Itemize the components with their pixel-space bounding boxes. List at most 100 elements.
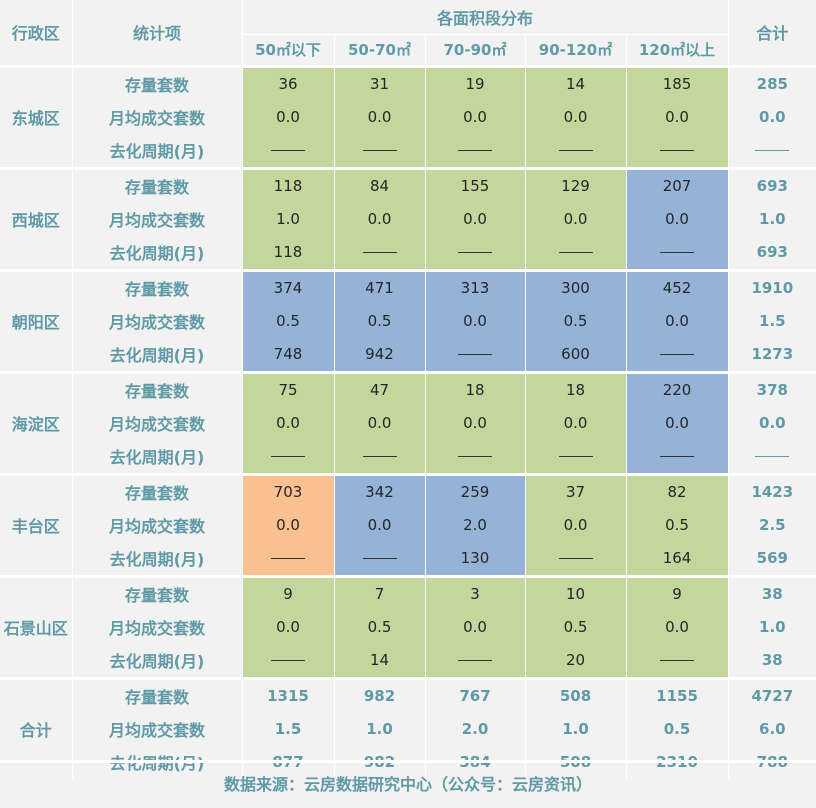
row-total-cell: 38 bbox=[728, 643, 816, 678]
empty-dash bbox=[362, 252, 397, 253]
value-cell: 0.0 bbox=[334, 406, 426, 440]
empty-dash bbox=[458, 456, 492, 457]
value-cell bbox=[626, 643, 729, 678]
value-cell: 19 bbox=[425, 64, 526, 101]
district-name: 西城区 bbox=[0, 166, 73, 270]
value-cell: 31 bbox=[334, 64, 426, 101]
row-label: 月均成交套数 bbox=[72, 610, 243, 644]
value-cell: 767 bbox=[425, 676, 526, 713]
district-name: 海淀区 bbox=[0, 370, 73, 474]
value-cell bbox=[425, 439, 526, 474]
value-cell: 18 bbox=[525, 370, 627, 407]
value-cell: 0.0 bbox=[525, 202, 627, 236]
value-cell bbox=[525, 541, 627, 576]
empty-dash bbox=[271, 558, 305, 559]
row-label: 月均成交套数 bbox=[72, 202, 243, 236]
value-cell: 1.0 bbox=[334, 712, 426, 746]
value-cell: 82 bbox=[626, 472, 729, 509]
value-cell: 0.0 bbox=[425, 100, 526, 134]
table-row: 去化周期(月) 130 164 569 bbox=[0, 541, 816, 576]
value-cell: 0.0 bbox=[242, 100, 335, 134]
row-total-cell: 693 bbox=[728, 235, 816, 270]
header-item: 统计项 bbox=[72, 0, 243, 66]
table-row: 月均成交套数 0.0 0.0 2.0 0.0 0.5 2.5 bbox=[0, 508, 816, 542]
value-cell: 0.0 bbox=[242, 610, 335, 644]
empty-dash bbox=[458, 354, 492, 355]
row-total-cell bbox=[728, 133, 816, 168]
header-area: 50㎡以下 bbox=[242, 34, 335, 66]
empty-dash bbox=[660, 150, 695, 151]
row-total-cell: 0.0 bbox=[728, 406, 816, 440]
value-cell bbox=[334, 541, 426, 576]
value-cell: 0.5 bbox=[242, 304, 335, 338]
value-cell: 0.0 bbox=[334, 508, 426, 542]
empty-dash bbox=[458, 252, 492, 253]
header-district: 行政区 bbox=[0, 0, 73, 66]
table-row: 月均成交套数 0.5 0.5 0.0 0.5 0.0 1.5 bbox=[0, 304, 816, 338]
value-cell: 942 bbox=[334, 337, 426, 372]
header-area: 70-90㎡ bbox=[425, 34, 526, 66]
empty-dash bbox=[660, 252, 695, 253]
value-cell: 982 bbox=[334, 676, 426, 713]
row-label: 去化周期(月) bbox=[72, 133, 243, 168]
value-cell: 1.0 bbox=[525, 712, 627, 746]
table-row: 石景山区 存量套数 9 7 3 10 9 38 bbox=[0, 574, 816, 678]
row-total-cell: 1910 bbox=[728, 268, 816, 305]
row-label: 存量套数 bbox=[72, 676, 243, 713]
empty-dash bbox=[660, 456, 695, 457]
empty-dash bbox=[362, 456, 397, 457]
value-cell: 0.5 bbox=[626, 508, 729, 542]
value-cell: 0.0 bbox=[525, 100, 627, 134]
value-cell: 36 bbox=[242, 64, 335, 101]
row-total-cell: 6.0 bbox=[728, 712, 816, 746]
table-row: 合计 存量套数 1315 982 767 508 1155 4727 bbox=[0, 676, 816, 779]
value-cell: 342 bbox=[334, 472, 426, 509]
value-cell: 600 bbox=[525, 337, 627, 372]
value-cell: 703 bbox=[242, 472, 335, 509]
table-row: 去化周期(月) 118 693 bbox=[0, 235, 816, 270]
table-row: 月均成交套数 0.0 0.0 0.0 0.0 0.0 0.0 bbox=[0, 100, 816, 134]
value-cell: 0.0 bbox=[242, 406, 335, 440]
empty-dash bbox=[558, 558, 593, 559]
row-label: 月均成交套数 bbox=[72, 406, 243, 440]
value-cell: 0.5 bbox=[626, 712, 729, 746]
value-cell: 185 bbox=[626, 64, 729, 101]
value-cell: 0.0 bbox=[242, 508, 335, 542]
value-cell bbox=[626, 133, 729, 168]
table-row: 月均成交套数 0.0 0.5 0.0 0.5 0.0 1.0 bbox=[0, 610, 816, 644]
row-total-cell: 2.5 bbox=[728, 508, 816, 542]
value-cell: 14 bbox=[525, 64, 627, 101]
value-cell: 2.0 bbox=[425, 508, 526, 542]
row-label: 存量套数 bbox=[72, 574, 243, 611]
value-cell: 0.0 bbox=[425, 406, 526, 440]
table-row: 去化周期(月) bbox=[0, 439, 816, 474]
value-cell: 748 bbox=[242, 337, 335, 372]
value-cell: 0.0 bbox=[626, 304, 729, 338]
empty-dash bbox=[271, 150, 305, 151]
value-cell: 452 bbox=[626, 268, 729, 305]
value-cell: 14 bbox=[334, 643, 426, 678]
value-cell: 1155 bbox=[626, 676, 729, 713]
table-row: 丰台区 存量套数 703 342 259 37 82 1423 bbox=[0, 472, 816, 576]
empty-dash bbox=[558, 150, 593, 151]
table-row: 去化周期(月) 748 942 600 1273 bbox=[0, 337, 816, 372]
value-cell: 84 bbox=[334, 166, 426, 203]
value-cell: 164 bbox=[626, 541, 729, 576]
row-label: 去化周期(月) bbox=[72, 439, 243, 474]
value-cell: 0.5 bbox=[334, 610, 426, 644]
value-cell: 313 bbox=[425, 268, 526, 305]
value-cell: 0.0 bbox=[525, 406, 627, 440]
district-name: 丰台区 bbox=[0, 472, 73, 576]
value-cell: 0.0 bbox=[626, 406, 729, 440]
value-cell: 0.0 bbox=[626, 100, 729, 134]
table-row: 去化周期(月) 14 20 38 bbox=[0, 643, 816, 678]
row-total-cell: 1273 bbox=[728, 337, 816, 372]
value-cell bbox=[525, 133, 627, 168]
value-cell: 20 bbox=[525, 643, 627, 678]
value-cell: 3 bbox=[425, 574, 526, 611]
value-cell: 374 bbox=[242, 268, 335, 305]
empty-dash bbox=[271, 660, 305, 661]
value-cell: 0.0 bbox=[626, 202, 729, 236]
value-cell bbox=[425, 133, 526, 168]
